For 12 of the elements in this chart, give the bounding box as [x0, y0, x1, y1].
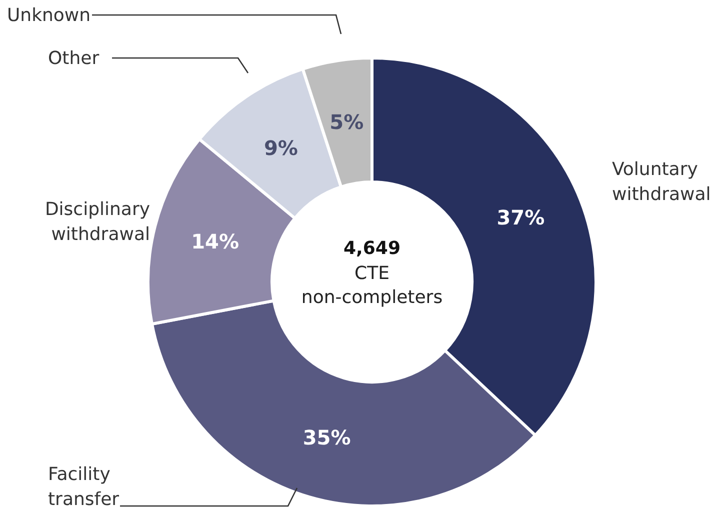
data-label: 9%	[264, 136, 298, 160]
slice-label: Other	[48, 48, 100, 69]
data-label: 5%	[330, 110, 364, 134]
slice-label: Voluntary withdrawal	[612, 159, 711, 205]
slice-label: Facility transfer	[48, 464, 120, 510]
data-label: 37%	[496, 206, 545, 230]
data-label: 14%	[191, 230, 240, 254]
slice-label: Unknown	[7, 5, 91, 26]
data-label: 35%	[302, 426, 351, 450]
text: CTE non-completers	[301, 263, 443, 308]
slice-label: Disciplinary withdrawal	[44, 199, 150, 245]
text: 4,649	[344, 238, 400, 259]
